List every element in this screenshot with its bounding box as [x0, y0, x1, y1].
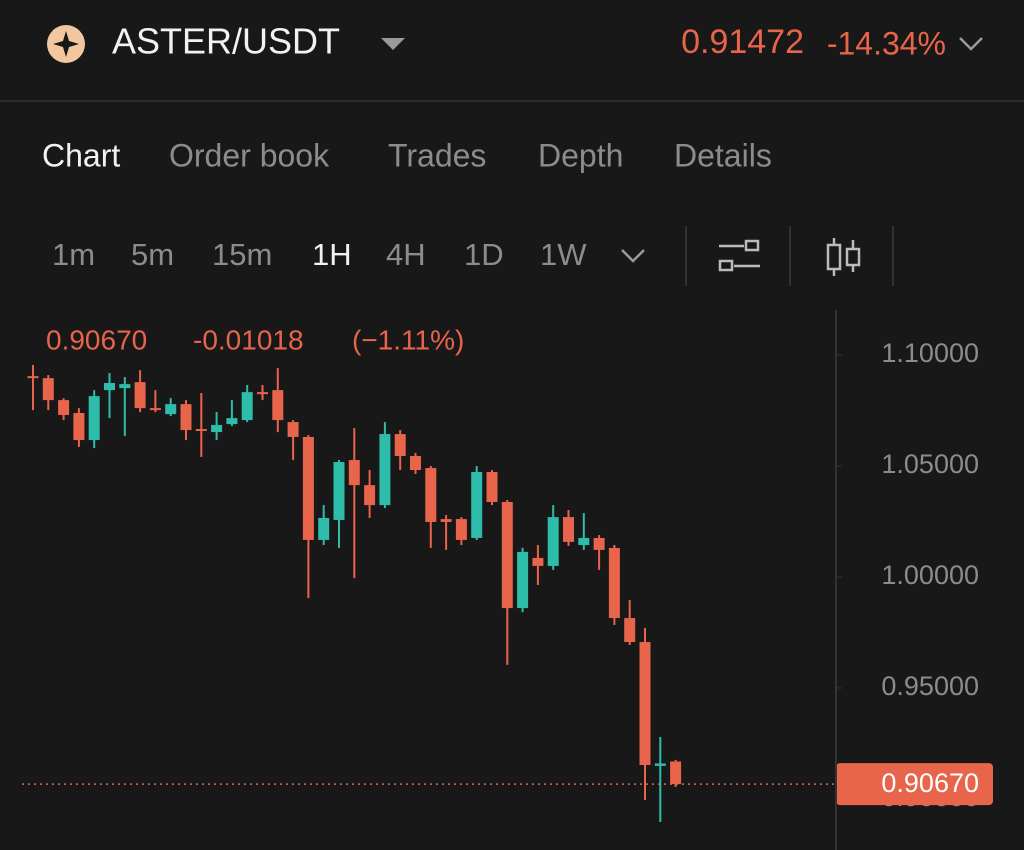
- candle-body: [471, 472, 483, 538]
- candle-body: [165, 404, 177, 415]
- candle-body: [670, 761, 682, 785]
- candle-body: [624, 618, 636, 643]
- candle-body: [180, 404, 192, 431]
- candle-body: [58, 400, 70, 415]
- candle-body: [639, 642, 651, 765]
- tab[interactable]: Order book: [169, 137, 330, 173]
- candle-body: [517, 551, 529, 609]
- candle-body: [287, 422, 299, 437]
- candle-body: [608, 547, 620, 619]
- candle-body: [532, 557, 544, 566]
- icon-box: [718, 259, 734, 272]
- candle-body: [272, 390, 284, 421]
- candle-body: [257, 392, 268, 395]
- candle-body: [394, 434, 406, 457]
- candle-body: [654, 763, 666, 766]
- y-tick-label: 1.10000: [881, 338, 979, 368]
- candle-body: [501, 501, 513, 609]
- icon-box: [744, 239, 760, 252]
- tab[interactable]: Depth: [538, 137, 623, 173]
- candle-body: [318, 517, 330, 540]
- timeframe[interactable]: 1H: [312, 237, 352, 272]
- candle-body: [27, 376, 39, 379]
- y-tick-label: 1.05000: [881, 449, 979, 479]
- coin-logo-star: [53, 31, 79, 57]
- indicator-settings[interactable]: [718, 239, 760, 272]
- price-change: -14.34%: [827, 25, 946, 61]
- candle-body: [149, 408, 161, 411]
- timeframe[interactable]: 1m: [52, 237, 95, 272]
- candle-body: [379, 434, 391, 506]
- y-tick-label: 0.95000: [881, 671, 979, 701]
- dropdown-arrow: [381, 38, 405, 50]
- chart-type[interactable]: [826, 238, 861, 276]
- timeframe-bar: 1m 5m 15m 1H 4H 1D 1W: [52, 237, 587, 272]
- candle-body: [241, 392, 253, 421]
- tab[interactable]: Trades: [388, 137, 486, 173]
- candle-body: [348, 460, 360, 486]
- candle-body: [563, 517, 574, 542]
- candle-body: [440, 519, 452, 522]
- candle-body: [104, 383, 115, 391]
- last-price: 0.91472: [681, 23, 804, 61]
- timeframe[interactable]: 5m: [131, 237, 174, 272]
- candle-body: [486, 472, 498, 502]
- timeframe[interactable]: 1W: [540, 237, 587, 272]
- timeframe[interactable]: 15m: [212, 237, 272, 272]
- candle-body: [547, 517, 559, 566]
- candle-body: [364, 485, 376, 506]
- timeframe[interactable]: 1D: [464, 237, 504, 272]
- icon-body: [826, 243, 842, 271]
- candle-body: [593, 537, 605, 550]
- candle-body: [88, 396, 100, 441]
- candle-body: [455, 519, 467, 540]
- candle-body: [226, 418, 238, 425]
- candle-body: [195, 428, 207, 431]
- candle-body: [425, 468, 437, 522]
- candle-body: [134, 382, 146, 409]
- candle-body: [211, 424, 223, 433]
- candle-body: [73, 412, 85, 441]
- expand-chevron[interactable]: [959, 37, 983, 51]
- candle-body: [578, 537, 590, 546]
- legend-change: -0.01018: [193, 324, 304, 355]
- price-tag: 0.90670: [881, 768, 979, 798]
- legend-close: 0.90670: [46, 324, 147, 355]
- price-tag-bg: [836, 763, 993, 806]
- pair-selector[interactable]: ASTER/USDT: [47, 21, 405, 63]
- candle-body: [119, 384, 131, 389]
- candle-body: [302, 436, 314, 540]
- pair-name: ASTER/USDT: [112, 21, 340, 62]
- chart: 1.100001.050001.000000.950000.900000.906…: [22, 338, 993, 823]
- more-timeframes[interactable]: [621, 249, 645, 263]
- timeframe[interactable]: 4H: [386, 237, 426, 272]
- y-tick-label: 1.00000: [881, 560, 979, 590]
- tab-bar: Chart Order book Trades Depth Details: [42, 137, 772, 173]
- legend-percent: (−1.11%): [352, 324, 464, 355]
- tab[interactable]: Details: [674, 137, 772, 173]
- candle-body: [410, 456, 421, 471]
- candle-body: [333, 462, 345, 520]
- candle-body: [42, 378, 54, 401]
- icon-body: [845, 247, 861, 267]
- tab[interactable]: Chart: [42, 137, 120, 173]
